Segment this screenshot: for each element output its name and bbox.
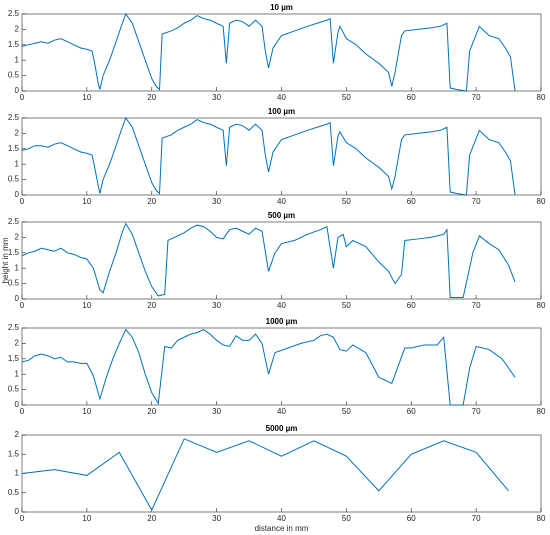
y-tick-label: 1 [15, 159, 20, 168]
y-tick-label: 0.5 [8, 385, 20, 394]
x-tick-label: 30 [212, 407, 221, 416]
x-tick-label: 70 [472, 93, 481, 102]
subplot-title: 500 µm [268, 211, 295, 220]
x-tick-label: 70 [472, 301, 481, 310]
x-tick-label: 30 [212, 301, 221, 310]
x-tick-label: 0 [20, 93, 25, 102]
x-tick-label: 0 [20, 514, 25, 523]
y-tick-label: 0 [15, 294, 20, 303]
x-tick-label: 50 [342, 514, 351, 523]
x-tick-label: 20 [147, 514, 156, 523]
y-tick-label: 2 [15, 129, 20, 138]
x-tick-label: 70 [472, 197, 481, 206]
x-tick-label: 0 [20, 197, 25, 206]
y-axis-label: height in mm [1, 237, 10, 283]
axes-box [21, 434, 542, 513]
x-tick-label: 60 [407, 301, 416, 310]
x-tick-label: 0 [20, 407, 25, 416]
subplot-title: 100 µm [268, 107, 295, 116]
x-tick-label: 40 [277, 514, 286, 523]
x-tick-label: 0 [20, 301, 25, 310]
x-tick-label: 60 [407, 514, 416, 523]
x-tick-label: 80 [537, 301, 546, 310]
y-tick-label: 2.5 [8, 113, 20, 122]
y-tick-label: 1.5 [8, 248, 20, 257]
x-tick-label: 30 [212, 514, 221, 523]
x-tick-label: 20 [147, 407, 156, 416]
x-tick-label: 60 [407, 407, 416, 416]
y-tick-label: 0 [15, 507, 20, 516]
x-tick-label: 30 [212, 93, 221, 102]
y-tick-label: 1 [15, 469, 20, 478]
x-tick-label: 10 [82, 301, 91, 310]
y-tick-label: 2 [15, 430, 20, 439]
x-tick-label: 40 [277, 197, 286, 206]
x-tick-label: 50 [342, 197, 351, 206]
y-tick-label: 1.5 [8, 354, 20, 363]
x-tick-label: 10 [82, 197, 91, 206]
x-tick-label: 40 [277, 301, 286, 310]
x-tick-label: 20 [147, 301, 156, 310]
x-tick-label: 10 [82, 407, 91, 416]
data-line [21, 222, 516, 298]
subplot-title: 10 µm [270, 3, 293, 12]
y-tick-label: 1.5 [8, 40, 20, 49]
y-tick-label: 2 [15, 233, 20, 242]
y-tick-label: 0.5 [8, 279, 20, 288]
data-line [21, 438, 509, 512]
y-tick-label: 1.5 [8, 144, 20, 153]
x-tick-label: 50 [342, 301, 351, 310]
x-tick-label: 60 [407, 197, 416, 206]
x-tick-label: 50 [342, 407, 351, 416]
y-tick-label: 2.5 [8, 323, 20, 332]
x-tick-label: 10 [82, 93, 91, 102]
x-tick-label: 40 [277, 407, 286, 416]
x-tick-label: 80 [537, 93, 546, 102]
axes-box [21, 117, 542, 196]
data-line [21, 12, 516, 92]
x-tick-label: 30 [212, 197, 221, 206]
y-tick-label: 1 [15, 369, 20, 378]
y-tick-label: 0 [15, 190, 20, 199]
x-axis-label: distance in mm [255, 524, 309, 533]
axes-box [21, 221, 542, 300]
y-tick-label: 2.5 [8, 9, 20, 18]
subplot-title: 1000 µm [266, 317, 298, 326]
y-tick-label: 2 [15, 339, 20, 348]
x-tick-label: 50 [342, 93, 351, 102]
x-tick-label: 60 [407, 93, 416, 102]
y-tick-label: 1 [15, 263, 20, 272]
y-tick-label: 0.5 [8, 488, 20, 497]
x-tick-label: 70 [472, 407, 481, 416]
y-tick-label: 2.5 [8, 217, 20, 226]
x-tick-label: 80 [537, 407, 546, 416]
y-tick-label: 0.5 [8, 175, 20, 184]
x-tick-label: 20 [147, 197, 156, 206]
y-tick-label: 0 [15, 86, 20, 95]
x-tick-label: 80 [537, 197, 546, 206]
data-line [21, 328, 516, 406]
axes-box [21, 13, 542, 92]
data-line [21, 116, 516, 196]
x-tick-label: 20 [147, 93, 156, 102]
y-tick-label: 2 [15, 25, 20, 34]
x-tick-label: 10 [82, 514, 91, 523]
axes-box [21, 327, 542, 406]
x-tick-label: 40 [277, 93, 286, 102]
y-tick-label: 0 [15, 400, 20, 409]
x-tick-label: 80 [537, 514, 546, 523]
y-tick-label: 1 [15, 55, 20, 64]
subplot-title: 5000 µm [266, 424, 298, 433]
y-tick-label: 1.5 [8, 449, 20, 458]
y-tick-label: 0.5 [8, 71, 20, 80]
x-tick-label: 70 [472, 514, 481, 523]
